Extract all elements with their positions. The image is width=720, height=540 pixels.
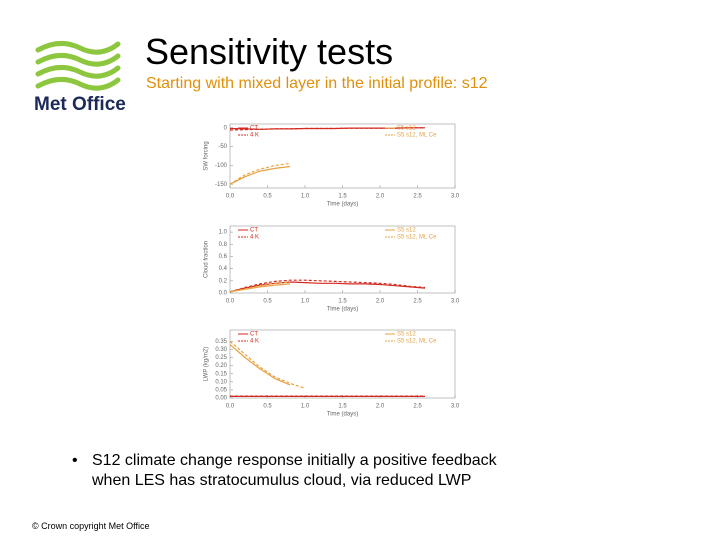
legend-label: 4 K — [250, 235, 259, 241]
y-tick-label: 0.35 — [215, 339, 227, 345]
y-axis-label: LWP (kg/m2) — [204, 347, 210, 381]
y-tick-label: 0.30 — [215, 347, 227, 353]
x-tick-label: 1.0 — [301, 299, 310, 305]
legend-label: CT — [250, 228, 258, 234]
logo-wave — [35, 77, 121, 91]
x-tick-label: 0.5 — [263, 299, 272, 305]
legend-label: S5 s12 — [397, 332, 416, 338]
logo-text: Met Office — [34, 94, 126, 115]
y-tick-label: 0.2 — [219, 278, 228, 284]
footer: © Crown copyright Met Office — [32, 521, 150, 531]
x-tick-label: 2.5 — [413, 404, 422, 410]
x-tick-label: 2.5 — [413, 299, 422, 305]
legend-label: S5 s12 — [397, 228, 416, 234]
x-tick-label: 1.5 — [338, 299, 347, 305]
y-axis-label: SW forcing — [204, 141, 210, 170]
y-axis-label: Cloud fraction — [204, 241, 210, 278]
logo — [35, 41, 121, 91]
logo-wave — [35, 65, 121, 79]
bullet-marker: • — [72, 452, 78, 469]
y-tick-label: 0.15 — [215, 371, 227, 377]
series-line — [229, 281, 426, 293]
y-tick-label: -100 — [215, 163, 228, 169]
y-tick-label: 0.0 — [219, 291, 228, 297]
legend-label: S5 s12, ML Ce — [397, 133, 437, 139]
x-tick-label: 2.5 — [413, 194, 422, 200]
y-tick-label: 0.4 — [219, 266, 228, 272]
legend-label: CT — [250, 126, 258, 132]
x-tick-label: 1.5 — [338, 404, 347, 410]
series-line — [229, 344, 291, 386]
title: Sensitivity tests — [145, 31, 393, 72]
series-line — [229, 340, 306, 389]
y-tick-label: 0 — [224, 125, 228, 131]
legend-label: S5 s12 — [397, 126, 416, 132]
legend-label: S5 s12, ML Ce — [397, 235, 437, 241]
series-line — [229, 162, 291, 185]
y-tick-label: 0.10 — [215, 379, 227, 385]
x-tick-label: 3.0 — [451, 194, 460, 200]
x-tick-label: 0.0 — [226, 299, 235, 305]
x-tick-label: 0.5 — [263, 194, 272, 200]
x-tick-label: 0.0 — [226, 404, 235, 410]
y-tick-label: 0.00 — [215, 396, 227, 402]
series-line — [229, 281, 291, 293]
x-axis-label: Time (days) — [327, 412, 358, 418]
x-axis-label: Time (days) — [327, 202, 358, 208]
legend-label: 4 K — [250, 339, 259, 345]
x-tick-label: 2.0 — [376, 194, 385, 200]
legend-label: CT — [250, 332, 258, 338]
y-tick-label: 1.0 — [219, 230, 228, 236]
bullet: S12 climate change response initially a … — [91, 452, 498, 489]
x-tick-label: 2.0 — [376, 404, 385, 410]
series-line — [229, 165, 291, 185]
x-tick-label: 0.5 — [263, 404, 272, 410]
x-tick-label: 3.0 — [451, 404, 460, 410]
x-tick-label: 3.0 — [451, 299, 460, 305]
legend-label: 4 K — [250, 133, 259, 139]
y-tick-label: 0.6 — [219, 254, 228, 260]
y-tick-label: 0.25 — [215, 355, 227, 361]
x-tick-label: 1.0 — [301, 404, 310, 410]
x-tick-label: 1.5 — [338, 194, 347, 200]
x-tick-label: 0.0 — [226, 194, 235, 200]
x-tick-label: 2.0 — [376, 299, 385, 305]
y-tick-label: 0.05 — [215, 387, 227, 393]
y-tick-label: 0.20 — [215, 363, 227, 369]
legend-label: S5 s12, ML Ce — [397, 339, 437, 345]
logo-wave — [35, 41, 121, 55]
y-tick-label: 0.8 — [219, 242, 228, 248]
y-tick-label: -50 — [218, 144, 227, 150]
x-tick-label: 1.0 — [301, 194, 310, 200]
logo-wave — [35, 53, 121, 67]
y-tick-label: -150 — [215, 182, 228, 188]
subtitle: Starting with mixed layer in the initial… — [146, 75, 488, 92]
x-axis-label: Time (days) — [327, 307, 358, 313]
